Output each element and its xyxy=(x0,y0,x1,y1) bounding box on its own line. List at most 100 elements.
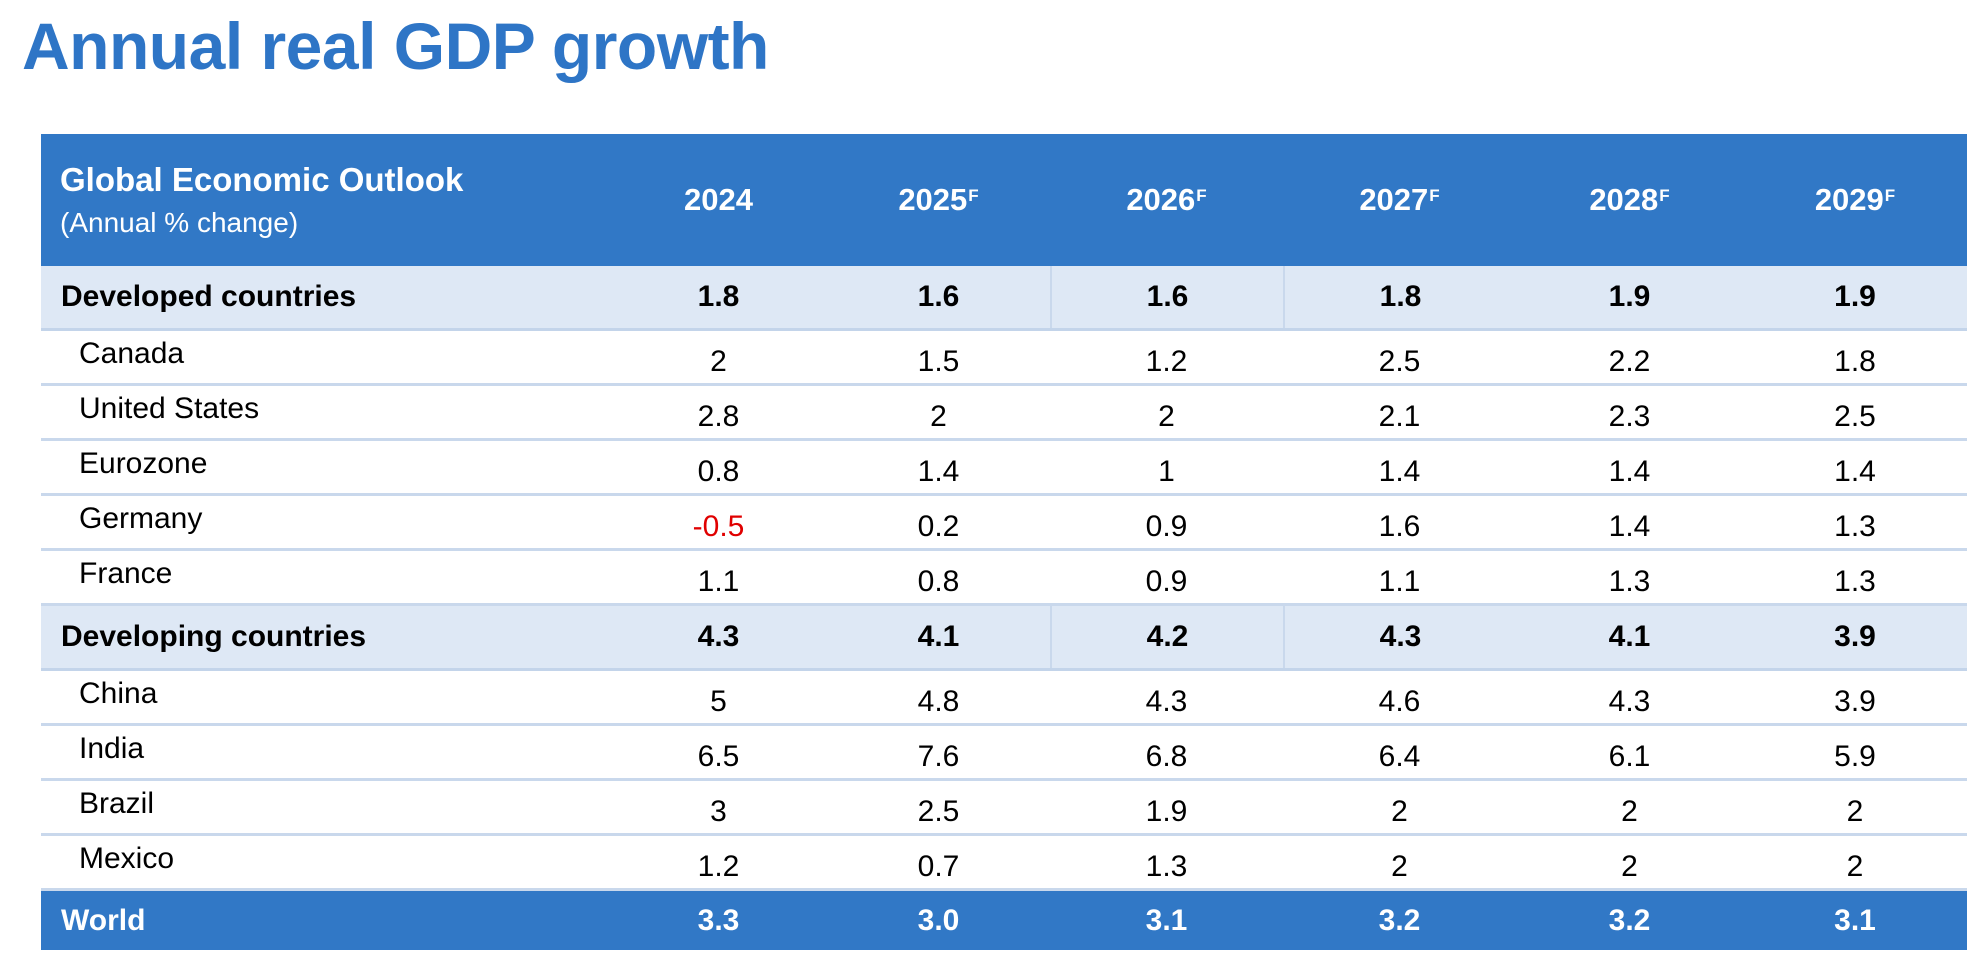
year-label: 2024 xyxy=(684,182,753,217)
year-label: 2025 xyxy=(898,182,968,217)
value-cell: 2.2 xyxy=(1608,345,1651,378)
value-cell: 1.3 xyxy=(1834,510,1876,543)
value-cell: 2.8 xyxy=(697,400,740,433)
value-cell: 3.9 xyxy=(1834,620,1876,653)
world-row: World 3.3 3.0 3.1 3.2 3.2 3.1 xyxy=(41,891,1967,950)
value-cell: 3.9 xyxy=(1834,685,1876,718)
value-cell: 4.1 xyxy=(917,620,960,653)
row-label: Developing countries xyxy=(61,620,367,653)
value-cell: 2 xyxy=(1846,795,1864,828)
value-cell: 2 xyxy=(930,400,947,433)
value-cell: 1.8 xyxy=(697,280,740,313)
value-cell: 1.9 xyxy=(1834,280,1876,313)
value-cell: 4.3 xyxy=(1608,685,1651,718)
year-label: 2028 xyxy=(1589,182,1659,217)
value-cell: 3.2 xyxy=(1378,903,1421,937)
value-cell: 2 xyxy=(710,345,727,378)
value-cell: 2 xyxy=(1621,850,1638,883)
value-cell: 1.5 xyxy=(917,345,960,378)
table-row: Germany -0.5 0.2 0.9 1.6 1.4 1.3 xyxy=(41,496,1967,551)
column-header-2027: 2027 F xyxy=(1283,134,1516,266)
value-cell: 3 xyxy=(710,795,727,828)
table-row: China 5 4.8 4.3 4.6 4.3 3.9 xyxy=(41,671,1967,726)
value-cell: 0.8 xyxy=(697,455,740,488)
value-cell: 4.2 xyxy=(1050,606,1283,668)
value-cell: 2 xyxy=(1158,400,1175,433)
column-header-2025: 2025 F xyxy=(827,134,1050,266)
value-cell: 1.3 xyxy=(1608,565,1651,598)
forecast-mark: F xyxy=(1196,186,1207,205)
year-label: 2027 xyxy=(1359,182,1429,217)
value-cell: 1.4 xyxy=(1608,455,1651,488)
value-cell: 1.6 xyxy=(1050,266,1283,328)
value-cell: 5 xyxy=(710,685,727,718)
forecast-mark: F xyxy=(1884,186,1896,205)
row-label: Brazil xyxy=(79,787,155,820)
value-cell: 0.8 xyxy=(917,565,960,598)
forecast-mark: F xyxy=(968,186,979,205)
value-cell: 4.8 xyxy=(917,685,960,718)
value-cell: 1.4 xyxy=(917,455,960,488)
row-label: Developed countries xyxy=(61,280,357,313)
value-cell: 6.1 xyxy=(1608,740,1651,773)
value-cell: 1.4 xyxy=(1834,455,1876,488)
category-row: Developed countries 1.8 1.6 1.6 1.8 1.9 1.9 xyxy=(41,266,1967,331)
value-cell: 2.3 xyxy=(1608,400,1651,433)
value-cell: 4.3 xyxy=(1283,606,1516,668)
year-label: 2029 xyxy=(1814,182,1884,217)
value-cell: 6.8 xyxy=(1145,740,1188,773)
value-cell: 1 xyxy=(1158,455,1175,488)
table-subtitle: (Annual % change) xyxy=(60,207,299,238)
value-cell: 2 xyxy=(1621,795,1638,828)
value-cell: 2 xyxy=(1846,850,1864,883)
gdp-table: Global Economic Outlook (Annual % change… xyxy=(41,134,1967,950)
value-cell: 1.3 xyxy=(1834,565,1876,598)
row-label: China xyxy=(79,677,158,710)
value-cell: 1.9 xyxy=(1145,795,1188,828)
column-header-2028: 2028 F xyxy=(1516,134,1743,266)
value-cell: 1.4 xyxy=(1378,455,1421,488)
value-cell: 0.9 xyxy=(1145,510,1188,543)
value-cell: 1.4 xyxy=(1608,510,1651,543)
column-header-2024: 2024 xyxy=(610,134,827,266)
year-label: 2026 xyxy=(1126,182,1196,217)
value-cell: 7.6 xyxy=(917,740,960,773)
value-cell: 2 xyxy=(1391,850,1408,883)
value-cell: 1.9 xyxy=(1608,280,1651,313)
page-title: Annual real GDP growth xyxy=(22,9,769,83)
table-row: France 1.1 0.8 0.9 1.1 1.3 1.3 xyxy=(41,551,1967,606)
value-cell: 1.1 xyxy=(1378,565,1421,598)
table-row: United States 2.8 2 2 2.1 2.3 2.5 xyxy=(41,386,1967,441)
row-label: World xyxy=(61,903,146,937)
row-label: France xyxy=(79,557,173,590)
value-cell: 2.5 xyxy=(917,795,960,828)
value-cell: 4.3 xyxy=(1145,685,1188,718)
value-cell: -0.5 xyxy=(692,510,745,543)
row-label: Mexico xyxy=(79,842,175,875)
row-label: United States xyxy=(79,392,260,425)
value-cell: 0.9 xyxy=(1145,565,1188,598)
row-label: Canada xyxy=(79,337,185,370)
value-cell: 1.1 xyxy=(697,565,740,598)
value-cell: 3.1 xyxy=(1145,903,1188,937)
value-cell: 2.5 xyxy=(1378,345,1421,378)
value-cell: 2.1 xyxy=(1378,400,1421,433)
value-cell: 1.2 xyxy=(697,850,740,883)
value-cell: 3.2 xyxy=(1608,903,1651,937)
header-label: Global Economic Outlook (Annual % change… xyxy=(41,134,610,266)
column-header-2026: 2026 F xyxy=(1050,134,1283,266)
table-title: Global Economic Outlook xyxy=(60,161,464,198)
table-header: Global Economic Outlook (Annual % change… xyxy=(41,134,1967,266)
value-cell: 1.6 xyxy=(1378,510,1421,543)
value-cell: 6.5 xyxy=(697,740,740,773)
table-row: Canada 2 1.5 1.2 2.5 2.2 1.8 xyxy=(41,331,1967,386)
value-cell: 4.1 xyxy=(1608,620,1651,653)
forecast-mark: F xyxy=(1659,186,1670,205)
value-cell: 1.6 xyxy=(917,280,960,313)
value-cell: 2 xyxy=(1391,795,1408,828)
value-cell: 1.8 xyxy=(1283,266,1516,328)
table-row: Brazil 3 2.5 1.9 2 2 2 xyxy=(41,781,1967,836)
table-row: Mexico 1.2 0.7 1.3 2 2 2 xyxy=(41,836,1967,891)
value-cell: 3.0 xyxy=(917,903,960,937)
value-cell: 1.8 xyxy=(1834,345,1876,378)
